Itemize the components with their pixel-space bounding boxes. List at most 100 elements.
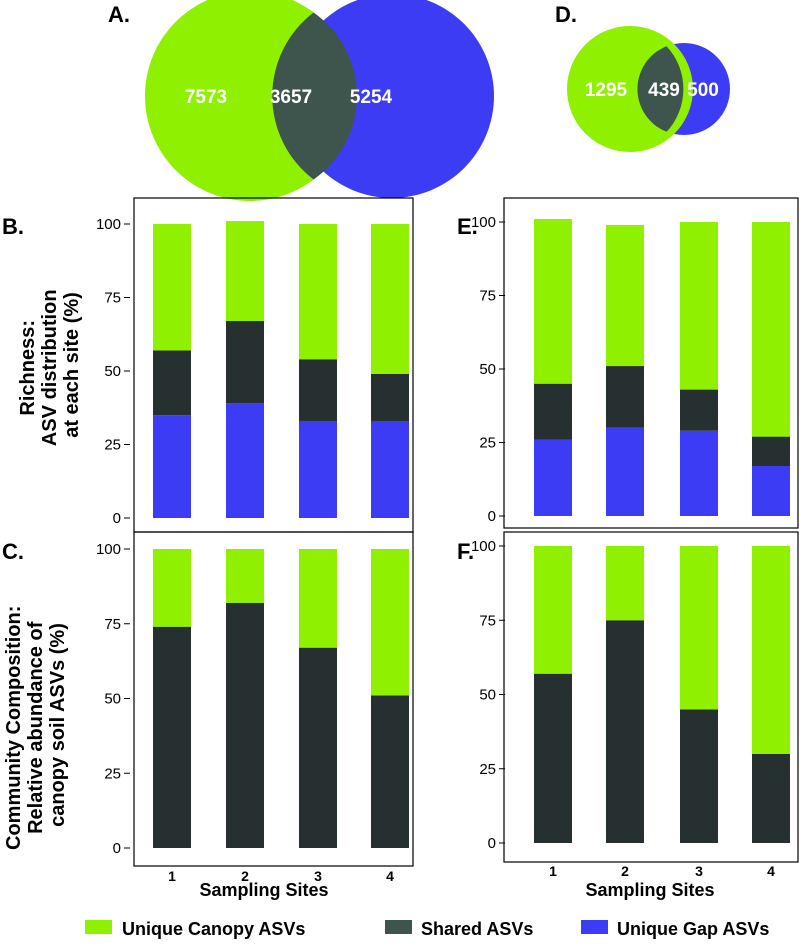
x-tick-label-f-3: 3 [695, 863, 703, 879]
chart-b: 0 25 50 75 100 [96, 216, 409, 527]
chart-e: 0 25 50 75 100 [471, 214, 790, 525]
y-label-composition-line-2: Relative abundance of [25, 621, 47, 834]
y-tick-label-f-100: 100 [471, 538, 496, 555]
x-tick-label-c-2: 2 [241, 868, 249, 884]
bar-c-site-2-shared [226, 602, 264, 848]
bar-f-site-2-shared [606, 620, 644, 843]
bar-f-site-1-canopy [534, 546, 572, 674]
panel-label-d: D. [555, 2, 577, 27]
bar-c-site-3-canopy [299, 549, 337, 648]
y-tick-label-c-25: 25 [104, 765, 121, 782]
y-tick-label-f-0: 0 [488, 835, 496, 852]
panel-frame-c [133, 531, 414, 867]
y-tick-label-f-75: 75 [479, 612, 496, 629]
y-axis-label-richness: Richness: ASV distribution at each site … [17, 284, 83, 446]
bar-e-site-2-canopy [606, 224, 644, 367]
bar-c-site-1-canopy [153, 549, 191, 627]
panel-label-b: B. [2, 214, 24, 239]
panel-label-f: F. [457, 539, 474, 564]
x-tick-label-c-4: 4 [386, 868, 394, 884]
bar-e-site-1-shared [534, 383, 572, 440]
y-tick-label-b-0: 0 [113, 510, 121, 527]
bar-e-site-4-gap [752, 466, 790, 516]
x-tick-label-c-3: 3 [314, 868, 322, 884]
y-tick-label-f-25: 25 [479, 761, 496, 778]
y-label-richness-line-2: ASV distribution [39, 289, 61, 446]
y-tick-label-e-75: 75 [479, 288, 496, 305]
bar-b-site-2-canopy [226, 221, 264, 322]
bar-e-site-3-shared [680, 389, 718, 431]
y-label-composition-line-1: Community Composition: [3, 606, 25, 850]
y-tick-label-b-25: 25 [104, 437, 121, 454]
legend-swatch-gap [581, 920, 608, 934]
bar-b-site-4-canopy [371, 224, 409, 374]
y-label-richness-line-1: Richness: [17, 320, 39, 416]
bar-e-site-4-canopy [752, 222, 790, 437]
y-tick-label-e-0: 0 [488, 508, 496, 525]
panel-label-c: C. [2, 539, 24, 564]
venn-a-shared-value: 3657 [270, 87, 312, 108]
bar-c-site-3-shared [299, 647, 337, 848]
bar-f-site-4-shared [752, 753, 790, 843]
y-tick-label-c-75: 75 [104, 616, 121, 633]
bar-b-site-3-gap [299, 420, 337, 518]
y-tick-label-c-50: 50 [104, 691, 121, 708]
venn-a-canopy-value: 7573 [185, 87, 227, 108]
panel-label-a: A. [108, 2, 130, 27]
panel-frame-e [503, 197, 799, 529]
legend-label-shared: Shared ASVs [421, 919, 533, 939]
bar-b-site-3-shared [299, 359, 337, 421]
bar-e-site-2-gap [606, 427, 644, 516]
y-tick-label-c-100: 100 [96, 541, 121, 558]
venn-d-canopy-value: 1295 [585, 80, 628, 101]
bar-f-site-4-canopy [752, 546, 790, 754]
x-tick-label-c-1: 1 [168, 868, 176, 884]
bar-e-site-2-shared [606, 366, 644, 428]
bar-e-site-1-gap [534, 439, 572, 516]
bar-e-site-1-canopy [534, 219, 572, 384]
y-tick-label-e-100: 100 [471, 214, 496, 231]
legend-swatch-canopy [85, 920, 112, 934]
x-tick-label-f-1: 1 [549, 863, 557, 879]
bar-e-site-3-gap [680, 430, 718, 516]
legend-label-gap: Unique Gap ASVs [617, 919, 769, 939]
bar-f-site-1-shared [534, 673, 572, 843]
y-tick-label-e-50: 50 [479, 361, 496, 378]
bar-e-site-3-canopy [680, 222, 718, 390]
venn-d-gap-value: 500 [687, 80, 719, 101]
bar-f-site-3-canopy [680, 546, 718, 710]
bar-b-site-1-shared [153, 350, 191, 416]
y-tick-label-e-25: 25 [479, 435, 496, 452]
bar-b-site-3-canopy [299, 224, 337, 360]
venn-diagram-a: A. 7573 3657 5254 [108, 0, 494, 201]
bar-c-site-4-shared [371, 695, 409, 848]
venn-diagram-d: D. 1295 439 500 [555, 2, 730, 152]
bar-b-site-1-canopy [153, 224, 191, 351]
panel-frame-f [503, 531, 799, 863]
y-tick-label-b-100: 100 [96, 216, 121, 233]
legend: Unique Canopy ASVs Shared ASVs Unique Ga… [85, 919, 769, 939]
x-axis-title-right: Sampling Sites [585, 880, 714, 900]
bar-b-site-4-gap [371, 420, 409, 518]
y-label-richness-line-3: at each site (%) [61, 292, 83, 438]
y-tick-label-b-50: 50 [104, 363, 121, 380]
bar-c-site-4-canopy [371, 549, 409, 696]
y-tick-label-b-75: 75 [104, 290, 121, 307]
bar-b-site-4-shared [371, 373, 409, 421]
venn-d-overlap [637, 46, 684, 132]
y-tick-label-c-0: 0 [113, 840, 121, 857]
chart-f: 0 25 50 75 100 1 2 3 4 [471, 538, 790, 879]
legend-label-canopy: Unique Canopy ASVs [122, 919, 305, 939]
y-tick-label-f-50: 50 [479, 687, 496, 704]
x-axis-title-left: Sampling Sites [199, 880, 328, 900]
x-tick-label-f-2: 2 [621, 863, 629, 879]
bar-b-site-2-shared [226, 321, 264, 404]
y-axis-label-composition: Community Composition: Relative abundanc… [3, 600, 69, 850]
bar-b-site-1-gap [153, 415, 191, 518]
venn-a-gap-value: 5254 [350, 87, 393, 108]
y-label-composition-line-3: canopy soil ASVs (%) [47, 623, 69, 827]
x-tick-label-f-4: 4 [767, 863, 775, 879]
bar-c-site-1-shared [153, 626, 191, 848]
panel-label-e: E. [457, 214, 478, 239]
